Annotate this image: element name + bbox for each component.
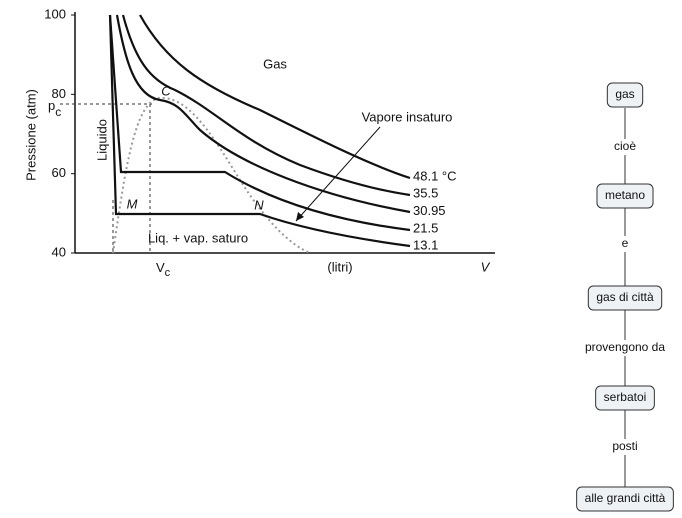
node-box <box>606 82 644 108</box>
concept-node: serbatoi <box>595 385 655 411</box>
gas-label: Gas <box>263 56 287 71</box>
y-axis-label: Pressione (atm) <box>23 89 38 181</box>
pc-main: p <box>48 98 55 113</box>
link-label: provengono da <box>585 340 665 354</box>
node-box <box>596 183 654 209</box>
link-bg <box>580 340 670 356</box>
link-label: e <box>622 236 629 250</box>
node-label: gas di città <box>596 290 654 304</box>
vc-label: Vc <box>156 260 171 279</box>
isotherm-label: 48.1 °C <box>413 168 457 183</box>
vapour-label: Vapore insaturo <box>362 109 453 124</box>
y-tick-label: 80 <box>52 86 66 101</box>
node-box <box>595 385 655 411</box>
concept-node: alle grandi città <box>576 486 674 512</box>
arrow <box>295 126 381 222</box>
node-box <box>587 285 663 311</box>
concept-node: gas di città <box>587 285 663 311</box>
isotherm <box>139 14 411 180</box>
link-bg <box>608 439 642 455</box>
x-axis-label: V <box>481 259 491 274</box>
isotherm <box>121 14 411 197</box>
y-tick-label: 100 <box>44 6 66 21</box>
pc-sub: c <box>55 105 61 119</box>
critical-guides <box>60 103 152 253</box>
arrow-head <box>296 212 304 221</box>
vc-sub: c <box>165 267 171 279</box>
liquid-label: Liquido <box>94 119 109 161</box>
link-label: cioè <box>614 139 636 153</box>
isotherm-label: 21.5 <box>413 220 438 235</box>
link-label: posti <box>612 439 637 453</box>
isotherm <box>108 14 411 232</box>
saturation-dome <box>112 96 311 254</box>
critical-point: C <box>161 83 171 98</box>
isotherm-label: 13.1 <box>413 238 438 253</box>
isotherm <box>115 14 411 214</box>
node-box <box>576 486 674 512</box>
two-phase-label: Liq. + vap. saturo <box>148 230 248 245</box>
y-tick-label: 40 <box>52 244 66 259</box>
x-unit: (litri) <box>327 259 352 274</box>
point-n: N <box>254 197 264 212</box>
link-bg <box>609 139 641 155</box>
node-label: gas <box>615 87 634 101</box>
isotherm-label: 35.5 <box>413 186 438 201</box>
point-m: M <box>127 196 138 211</box>
pv-diagram: Pressione (atm) pc Vc (litri) V Gas C Li… <box>23 6 495 279</box>
concept-map: gas metano gas di città serbatoi alle grandi… <box>576 82 674 512</box>
node-label: metano <box>605 188 645 202</box>
concept-node: metano <box>596 183 654 209</box>
pc-label: pc <box>48 98 61 119</box>
concept-node: gas <box>606 82 644 108</box>
link-bg <box>617 236 633 252</box>
node-label: alle grandi città <box>585 491 666 505</box>
y-tick-label: 60 <box>52 165 66 180</box>
vc-main: V <box>156 260 165 275</box>
isotherm <box>108 14 411 248</box>
isotherm-label: 30.95 <box>413 203 446 218</box>
node-label: serbatoi <box>604 390 647 404</box>
